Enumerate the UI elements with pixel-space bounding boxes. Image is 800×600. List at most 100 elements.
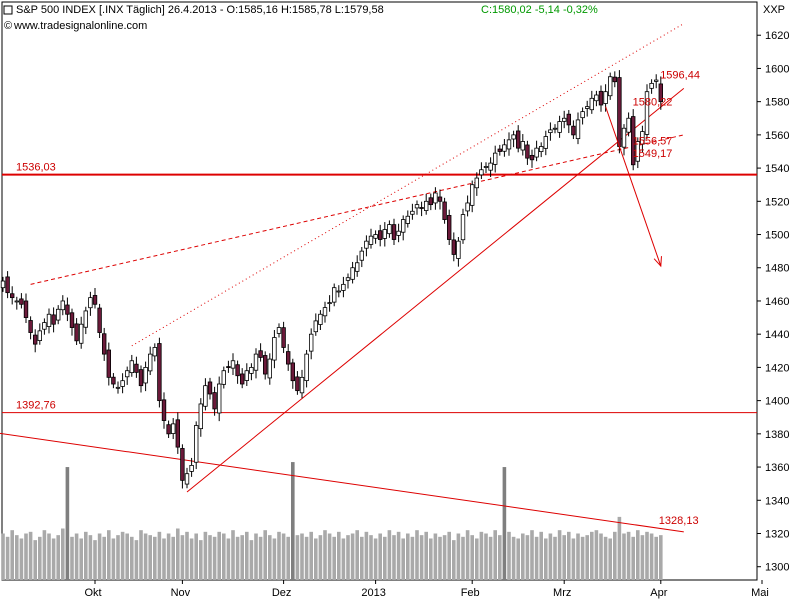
candle-body xyxy=(598,90,604,106)
volume-bar xyxy=(286,536,290,580)
header-title: S&P 500 INDEX [.INX Täglich] 26.4.2013 -… xyxy=(16,4,384,16)
volume-bar xyxy=(406,533,410,580)
volume-bar xyxy=(254,533,258,580)
candle-body xyxy=(654,79,659,82)
arrow-shaft xyxy=(605,106,662,267)
volume-bar xyxy=(189,538,194,580)
candle-body xyxy=(626,117,631,133)
volume-bar xyxy=(318,535,323,580)
candle-body xyxy=(354,262,360,272)
candle-body xyxy=(69,312,75,328)
corner-label: XXP xyxy=(763,4,785,16)
candle-body xyxy=(244,370,249,381)
price-label: 1549,17 xyxy=(633,148,673,160)
volume-bar xyxy=(176,528,180,580)
candle-body xyxy=(115,386,121,389)
candle-body xyxy=(198,403,203,430)
candle-body xyxy=(143,367,148,384)
candle-body xyxy=(368,235,374,245)
candle-body xyxy=(594,94,599,102)
candle-body xyxy=(226,366,231,368)
volume-bar xyxy=(493,530,497,580)
candle-body xyxy=(161,399,167,421)
volume-bar xyxy=(139,530,143,580)
candle-body xyxy=(212,392,217,410)
candle-body xyxy=(456,240,461,259)
volume-bar xyxy=(580,536,585,580)
volume-bar xyxy=(364,531,369,580)
volume-bar xyxy=(314,538,318,580)
y-tick-label: 1340 xyxy=(765,495,789,507)
candle-body xyxy=(525,144,530,159)
candle-body xyxy=(9,293,15,299)
volume-bar xyxy=(79,538,83,580)
candle-body xyxy=(433,192,438,204)
volume-bar xyxy=(120,531,125,580)
volume-bar xyxy=(484,533,488,580)
volume-bar xyxy=(465,530,470,580)
candle-body xyxy=(129,360,134,374)
volume-bar xyxy=(208,535,212,580)
candle-body xyxy=(419,207,424,209)
candle-body xyxy=(285,351,291,365)
candle-body xyxy=(46,313,52,327)
price-label: 1596,44 xyxy=(660,69,700,81)
candle-body xyxy=(373,234,378,239)
candle-body xyxy=(92,295,98,305)
candle-body xyxy=(631,116,636,166)
header-close-change: C:1580,02 -5,14 -0,32% xyxy=(481,4,598,16)
volume-bar xyxy=(1,533,5,580)
candle-body xyxy=(88,297,93,309)
candle-body xyxy=(304,353,309,382)
volume-bar xyxy=(475,538,479,580)
forecast-arrow xyxy=(605,106,662,268)
y-tick-label: 1360 xyxy=(765,462,789,474)
volume-bar xyxy=(93,540,97,580)
volume-bar xyxy=(640,535,645,580)
volume-bar xyxy=(61,528,65,580)
candle-body xyxy=(157,343,162,402)
y-tick-label: 1440 xyxy=(765,329,789,341)
volume-bar xyxy=(102,536,106,580)
candle-body xyxy=(400,219,406,233)
x-axis: Okt Nov Dez 2013 Feb Mrz Apr Mai xyxy=(84,580,769,599)
candle-body xyxy=(516,130,521,149)
volume-bar xyxy=(222,533,226,580)
candle-body xyxy=(166,424,171,435)
candle-body xyxy=(548,129,553,134)
candle-body xyxy=(111,376,116,385)
volume-bar xyxy=(171,536,175,580)
volume-bar xyxy=(603,536,608,580)
volume-bar xyxy=(47,533,51,580)
x-tick-label: Dez xyxy=(272,587,292,599)
y-tick-label: 1620 xyxy=(765,30,789,42)
volume-bar xyxy=(346,535,350,580)
candle-body xyxy=(180,448,185,481)
candle-body xyxy=(539,146,544,153)
y-tick-label: 1480 xyxy=(765,263,789,275)
volume-bar xyxy=(649,533,654,580)
volume-bar xyxy=(125,533,129,580)
trendlines xyxy=(0,23,685,533)
volume-bar xyxy=(626,531,631,580)
volume-bar xyxy=(300,533,304,580)
candle-body xyxy=(621,127,627,148)
volume-bar xyxy=(5,536,10,580)
volume-bar xyxy=(194,533,198,580)
volume-bar xyxy=(383,536,387,580)
volume-bar xyxy=(557,530,562,580)
volume-bar xyxy=(424,531,428,580)
candle-body xyxy=(65,304,70,315)
candle-body xyxy=(318,313,323,325)
volume-bar xyxy=(516,538,520,580)
level-label: 1536,03 xyxy=(16,162,56,174)
candle-body xyxy=(428,197,433,206)
candle-body xyxy=(382,229,387,239)
volume-bar xyxy=(507,531,511,580)
volume-bar xyxy=(419,535,424,580)
candle-body xyxy=(230,360,236,369)
x-tick-label: Mrz xyxy=(553,587,571,599)
volume-bar xyxy=(447,531,451,580)
candle-body xyxy=(405,215,410,224)
